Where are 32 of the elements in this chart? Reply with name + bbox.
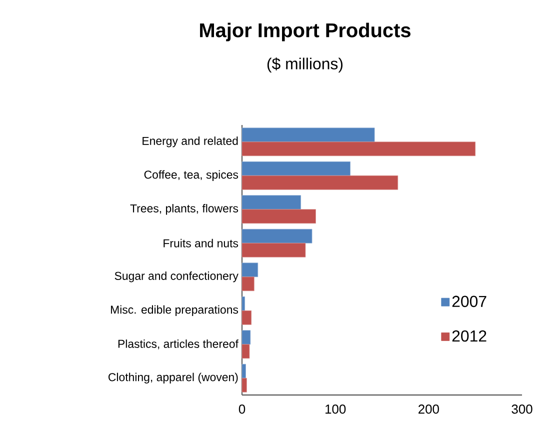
chart-subtitle: ($ millions) xyxy=(267,57,343,73)
x-tick-label: 100 xyxy=(326,404,346,414)
bar xyxy=(242,262,258,278)
bar xyxy=(242,344,250,359)
bar xyxy=(242,378,247,392)
y-tick-label: Misc. edible preparations xyxy=(110,305,238,316)
legend-label: 2012 xyxy=(452,330,486,342)
bar xyxy=(242,128,375,142)
chart-title: Major Import Products xyxy=(200,22,410,42)
bar xyxy=(242,276,254,292)
bar xyxy=(242,195,302,210)
y-tick-label: Coffee, tea, spices xyxy=(144,170,238,181)
legend-label: 2007 xyxy=(452,296,486,308)
bar xyxy=(242,364,246,378)
y-tick-label: Energy and related xyxy=(142,136,238,148)
bar xyxy=(242,330,251,345)
y-tick-label: Plastics, articles thereof xyxy=(118,340,238,350)
y-tick-label: Sugar and confectionery xyxy=(114,272,238,282)
bar xyxy=(242,175,398,190)
x-tick-label: 200 xyxy=(418,404,439,414)
y-tick-label: Trees, plants, flowers xyxy=(130,204,238,215)
bar xyxy=(242,242,306,258)
bar xyxy=(242,228,312,244)
bar xyxy=(242,142,476,156)
y-tick-label: Clothing, apparel (woven) xyxy=(108,372,238,384)
x-tick-label: 300 xyxy=(512,404,532,414)
bar xyxy=(242,310,252,325)
x-tick-label: 0 xyxy=(238,404,246,414)
bar xyxy=(242,296,246,311)
bar xyxy=(242,209,316,224)
y-tick-label: Fruits and nuts xyxy=(164,238,238,248)
bar xyxy=(242,161,350,176)
